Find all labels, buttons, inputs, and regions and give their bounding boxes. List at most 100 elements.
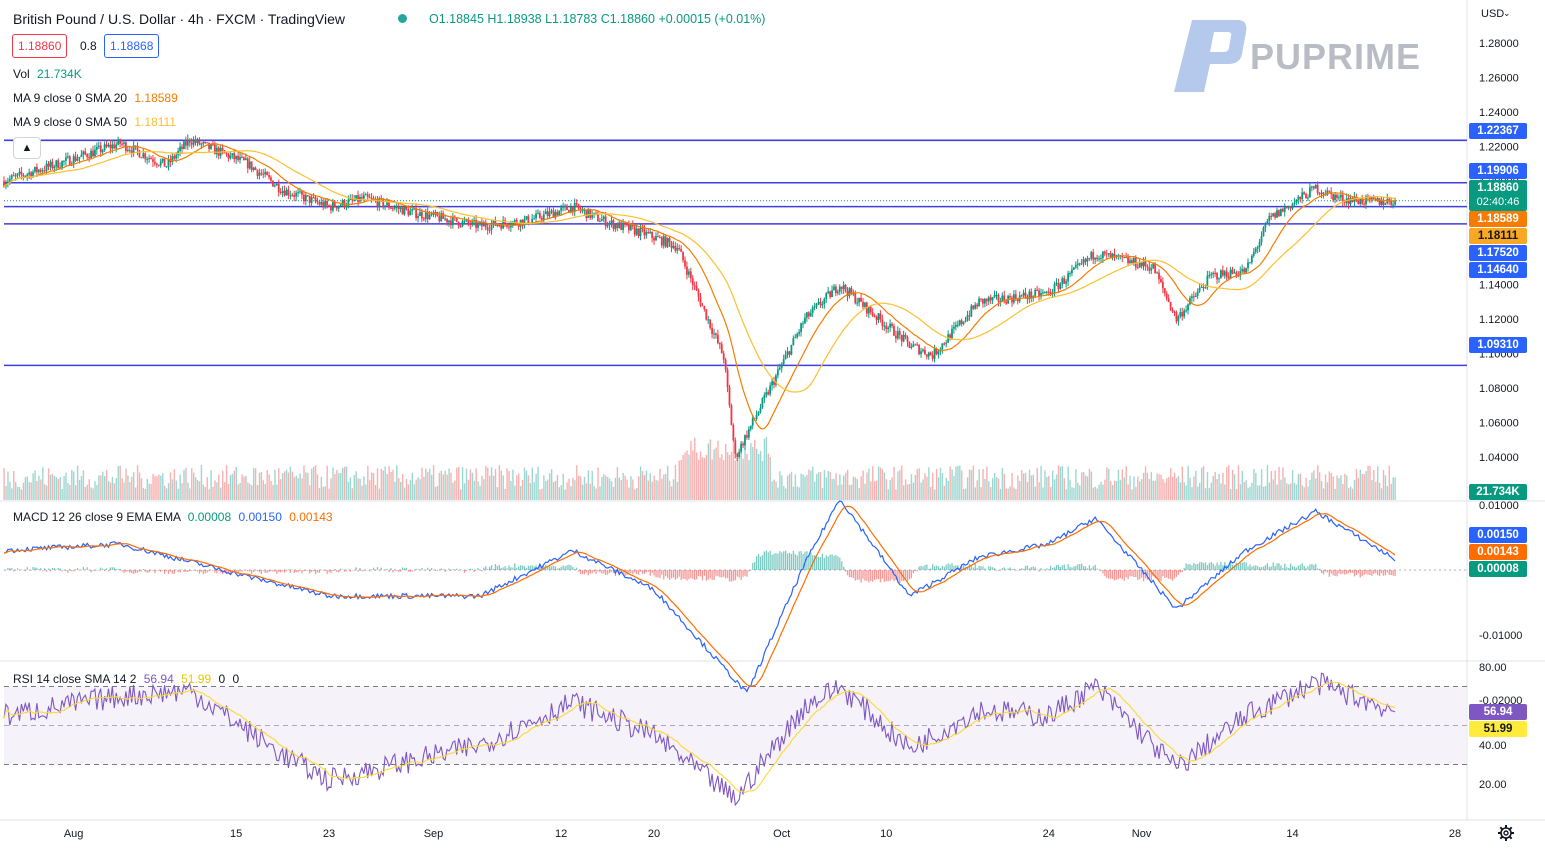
candle-body — [198, 139, 201, 145]
buy-button[interactable]: 1.18868 — [104, 34, 160, 58]
candle-body — [914, 344, 917, 346]
volume-bar — [1377, 466, 1379, 500]
volume-bar — [953, 476, 955, 500]
volume-bar — [98, 475, 100, 500]
macd-histogram-bar — [1280, 565, 1282, 570]
candle-body — [295, 192, 298, 197]
macd-histogram-bar — [1001, 567, 1003, 570]
volume-bar — [231, 473, 234, 500]
volume-bar — [400, 481, 402, 500]
candle-body — [1249, 262, 1251, 264]
volume-bar — [405, 478, 408, 500]
candle-body — [500, 225, 503, 229]
macd-legend-hist: 0.00008 — [187, 510, 232, 524]
macd-histogram-bar — [150, 570, 152, 571]
candle-body — [82, 151, 85, 155]
volume-bar — [856, 479, 858, 500]
candle-body — [1190, 296, 1193, 299]
volume-bar — [1170, 468, 1172, 500]
macd-histogram-bar — [856, 570, 858, 580]
candle-body — [283, 190, 286, 196]
volume-bar — [51, 473, 54, 500]
macd-histogram-bar — [438, 569, 440, 571]
volume-bar — [562, 473, 564, 500]
volume-bar — [125, 468, 127, 500]
macd-histogram-bar — [527, 565, 529, 570]
candle-body — [666, 238, 669, 247]
candle-body — [287, 189, 290, 196]
macd-histogram-bar — [1371, 570, 1373, 576]
candle-body — [1169, 302, 1172, 310]
volume-bar — [1094, 486, 1096, 500]
volume-bar — [1125, 465, 1127, 500]
macd-histogram-bar — [1084, 566, 1087, 570]
candle-body — [121, 143, 123, 145]
volume-bar — [1131, 489, 1133, 500]
candle-body — [341, 200, 344, 206]
candle-body — [413, 208, 416, 210]
macd-histogram-bar — [860, 570, 862, 583]
collapse-legend-button[interactable]: ▲ — [13, 137, 41, 159]
candle-body — [1260, 236, 1263, 242]
macd-histogram-bar — [618, 570, 620, 576]
volume-bar — [1218, 473, 1220, 500]
macd-histogram-bar — [1007, 568, 1009, 570]
currency-menu[interactable]: USD — [1481, 8, 1505, 20]
candle-body — [395, 206, 398, 208]
candle-body — [602, 216, 605, 220]
macd-histogram-bar — [1313, 564, 1315, 570]
macd-histogram-bar — [516, 567, 518, 570]
macd-histogram-bar — [1061, 565, 1063, 570]
macd-histogram-bar — [1046, 568, 1048, 570]
macd-histogram-bar — [165, 570, 168, 572]
macd-histogram-bar — [1220, 561, 1222, 570]
macd-histogram-bar — [1293, 566, 1296, 570]
ohlc-high: H1.18938 — [487, 12, 542, 26]
volume-bar — [988, 481, 990, 500]
macd-histogram-bar — [746, 570, 748, 577]
volume-bar — [88, 479, 90, 500]
volume-bar — [165, 488, 168, 500]
candle-body — [1158, 272, 1160, 280]
macd-histogram-bar — [314, 570, 317, 575]
macd-histogram-bar — [1202, 563, 1205, 570]
macd-histogram-bar — [916, 570, 918, 572]
volume-bar — [266, 470, 268, 500]
volume-bar — [1309, 479, 1311, 500]
macd-histogram-bar — [775, 553, 777, 570]
volume-bar — [866, 472, 868, 500]
macd-histogram-bar — [45, 570, 48, 572]
candle-body — [740, 443, 743, 452]
macd-histogram-bar — [262, 570, 264, 571]
macd-histogram-bar — [999, 569, 1002, 571]
macd-tick-label-2: -0.01000 — [1479, 630, 1522, 642]
candle-body — [645, 232, 648, 236]
macd-histogram-bar — [630, 570, 632, 573]
volume-bar — [485, 465, 487, 500]
macd-histogram-bar — [792, 550, 795, 570]
candle-body — [1127, 257, 1129, 264]
macd-histogram-bar — [90, 570, 92, 573]
candle-body — [1359, 198, 1362, 204]
volume-bar — [1063, 478, 1065, 500]
macd-histogram-bar — [1373, 570, 1375, 575]
macd-histogram-bar — [76, 567, 79, 570]
chevron-down-icon: ⌄ — [1503, 8, 1511, 18]
sell-button[interactable]: 1.18860 — [12, 34, 68, 58]
macd-histogram-bar — [953, 565, 955, 570]
settings-gear-icon[interactable] — [1497, 824, 1515, 842]
macd-histogram-bar — [713, 570, 715, 580]
candle-body — [397, 206, 400, 210]
macd-histogram-bar — [475, 570, 477, 571]
macd-histogram-bar — [489, 566, 491, 570]
macd-histogram-bar — [1179, 570, 1181, 573]
macd-histogram-bar — [127, 570, 129, 572]
candle-body — [1343, 201, 1346, 203]
candle-body — [132, 145, 135, 154]
level1-tag: 1.22367 — [1469, 123, 1527, 139]
candle-body — [776, 369, 779, 376]
macd-histogram-bar — [274, 570, 276, 572]
volume-bar — [291, 471, 294, 500]
volume-bar — [990, 487, 992, 500]
